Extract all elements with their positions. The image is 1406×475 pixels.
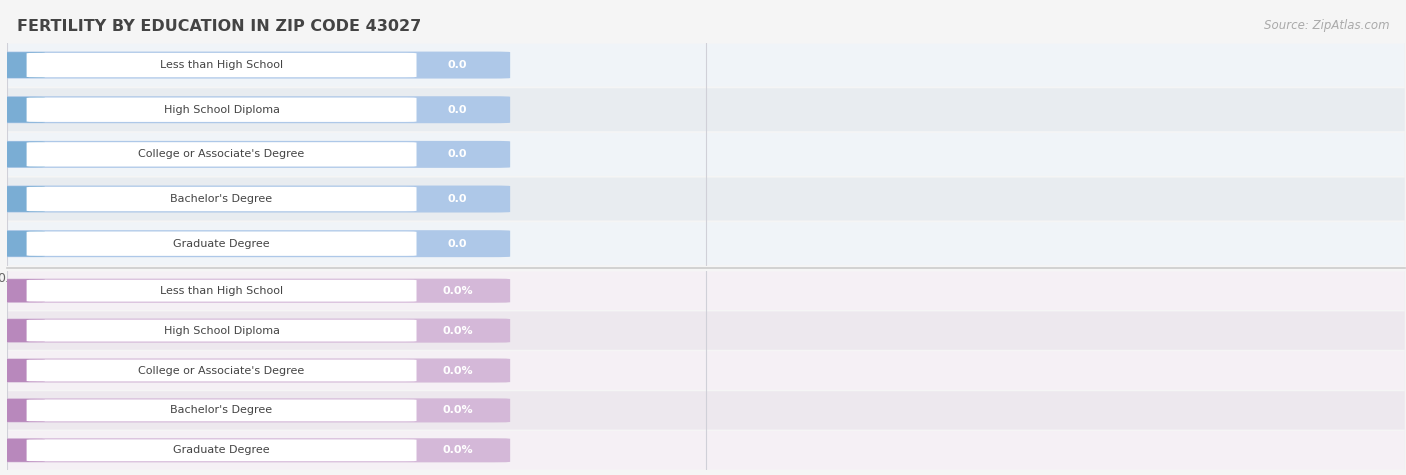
FancyBboxPatch shape	[0, 359, 510, 382]
FancyBboxPatch shape	[0, 438, 510, 462]
FancyBboxPatch shape	[7, 133, 1405, 176]
FancyBboxPatch shape	[0, 319, 45, 342]
FancyBboxPatch shape	[7, 272, 1405, 310]
Text: Source: ZipAtlas.com: Source: ZipAtlas.com	[1264, 19, 1389, 32]
FancyBboxPatch shape	[7, 391, 1405, 429]
FancyBboxPatch shape	[0, 439, 45, 462]
Text: Less than High School: Less than High School	[160, 60, 283, 70]
FancyBboxPatch shape	[0, 142, 45, 167]
FancyBboxPatch shape	[0, 279, 45, 302]
Text: 0.0%: 0.0%	[443, 365, 472, 376]
FancyBboxPatch shape	[0, 141, 510, 168]
FancyBboxPatch shape	[27, 142, 416, 167]
FancyBboxPatch shape	[0, 279, 510, 303]
Text: FERTILITY BY EDUCATION IN ZIP CODE 43027: FERTILITY BY EDUCATION IN ZIP CODE 43027	[17, 19, 422, 34]
Text: 0.0%: 0.0%	[443, 285, 472, 296]
FancyBboxPatch shape	[7, 222, 1405, 265]
FancyBboxPatch shape	[27, 439, 416, 461]
FancyBboxPatch shape	[0, 399, 45, 422]
FancyBboxPatch shape	[27, 320, 416, 342]
FancyBboxPatch shape	[7, 44, 1405, 86]
Text: Graduate Degree: Graduate Degree	[173, 445, 270, 456]
Text: Less than High School: Less than High School	[160, 285, 283, 296]
Text: High School Diploma: High School Diploma	[163, 325, 280, 336]
Text: 0.0: 0.0	[449, 104, 467, 115]
FancyBboxPatch shape	[27, 231, 416, 256]
FancyBboxPatch shape	[0, 231, 45, 256]
Text: 0.0%: 0.0%	[443, 325, 472, 336]
FancyBboxPatch shape	[0, 52, 510, 78]
FancyBboxPatch shape	[7, 178, 1405, 220]
Text: 0.0: 0.0	[449, 149, 467, 160]
FancyBboxPatch shape	[0, 52, 45, 78]
FancyBboxPatch shape	[7, 312, 1405, 350]
FancyBboxPatch shape	[0, 186, 510, 212]
Text: Graduate Degree: Graduate Degree	[173, 238, 270, 249]
FancyBboxPatch shape	[27, 399, 416, 421]
Text: College or Associate's Degree: College or Associate's Degree	[138, 365, 305, 376]
FancyBboxPatch shape	[0, 97, 45, 123]
FancyBboxPatch shape	[27, 280, 416, 302]
Text: Bachelor's Degree: Bachelor's Degree	[170, 405, 273, 416]
Text: 0.0%: 0.0%	[443, 445, 472, 456]
FancyBboxPatch shape	[7, 88, 1405, 131]
Text: 0.0: 0.0	[449, 60, 467, 70]
FancyBboxPatch shape	[27, 97, 416, 122]
Text: 0.0: 0.0	[449, 238, 467, 249]
FancyBboxPatch shape	[0, 319, 510, 342]
Text: 0.0: 0.0	[449, 194, 467, 204]
Text: 0.0%: 0.0%	[443, 405, 472, 416]
Text: College or Associate's Degree: College or Associate's Degree	[138, 149, 305, 160]
FancyBboxPatch shape	[27, 187, 416, 211]
FancyBboxPatch shape	[27, 53, 416, 77]
FancyBboxPatch shape	[27, 360, 416, 381]
Text: Bachelor's Degree: Bachelor's Degree	[170, 194, 273, 204]
FancyBboxPatch shape	[0, 230, 510, 257]
FancyBboxPatch shape	[0, 359, 45, 382]
FancyBboxPatch shape	[7, 352, 1405, 390]
FancyBboxPatch shape	[7, 431, 1405, 469]
Text: High School Diploma: High School Diploma	[163, 104, 280, 115]
FancyBboxPatch shape	[0, 399, 510, 422]
FancyBboxPatch shape	[0, 96, 510, 123]
FancyBboxPatch shape	[0, 186, 45, 212]
